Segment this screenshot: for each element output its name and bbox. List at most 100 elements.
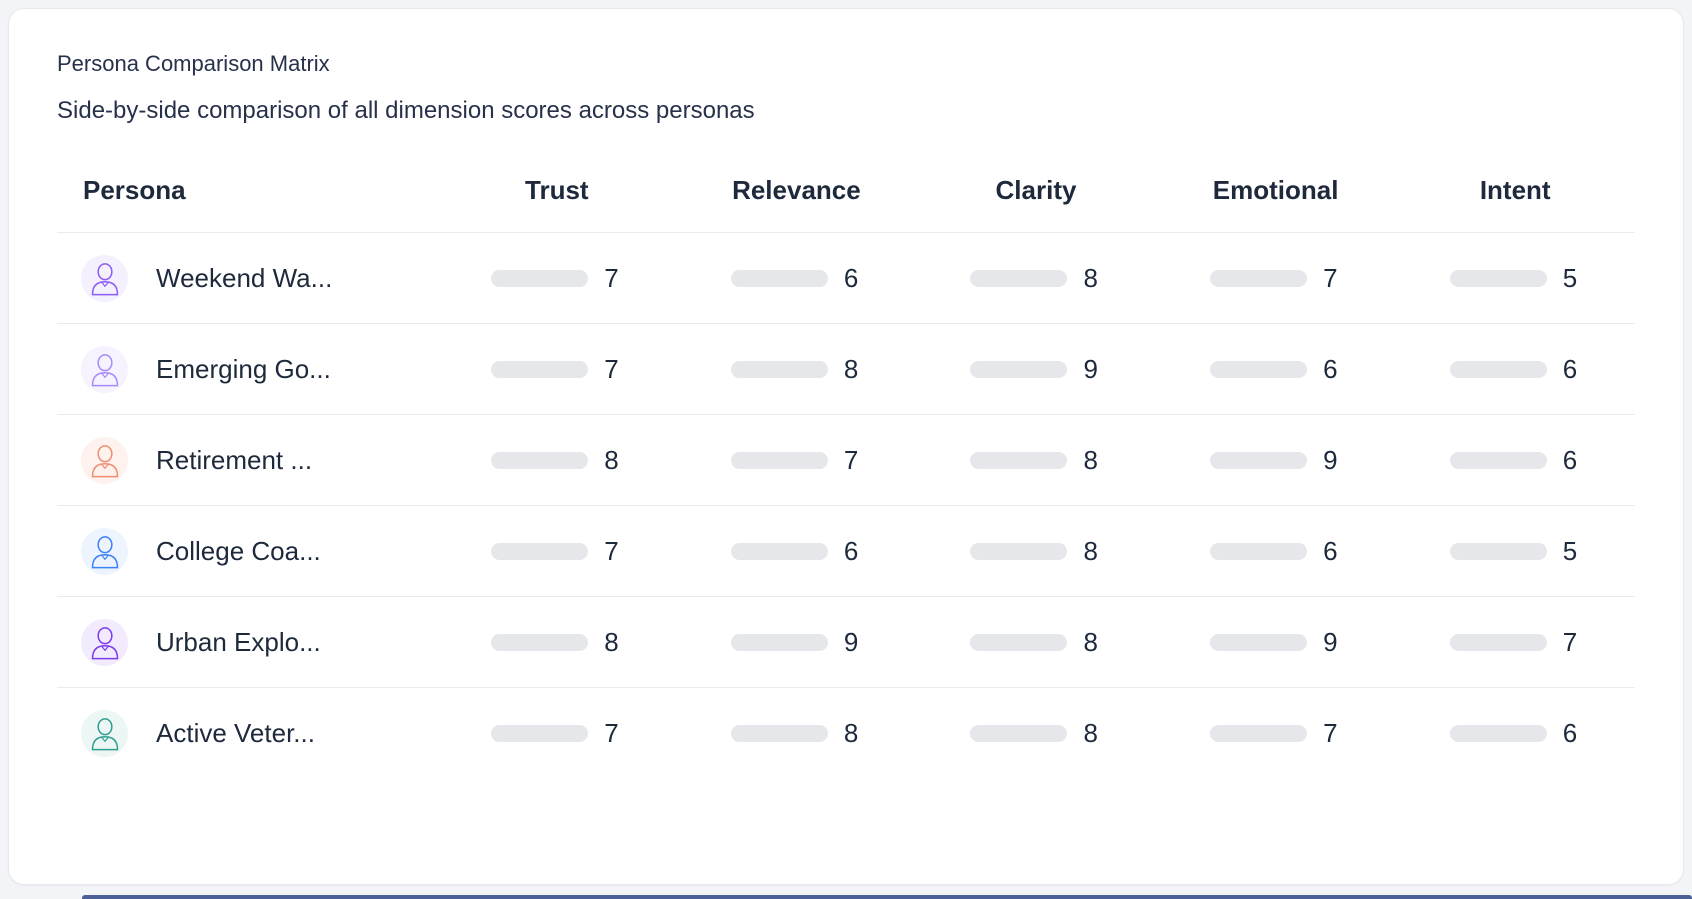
score-cell: 8 (916, 718, 1156, 749)
woman-portrait-purple-icon (91, 627, 118, 660)
score-value: 7 (1323, 262, 1338, 293)
score-bar-track (730, 542, 828, 560)
score-bar-track (1449, 360, 1547, 378)
score-value: 6 (843, 262, 859, 293)
score-cell: 6 (1395, 445, 1635, 476)
score-cell: 6 (677, 263, 917, 294)
next-section-top-edge (82, 895, 1692, 899)
score-value: 6 (1323, 353, 1338, 384)
persona-cell: Weekend Wa... (57, 254, 437, 302)
score-cell: 7 (1156, 718, 1396, 749)
persona-avatar (81, 254, 128, 302)
score-cell: 7 (677, 445, 917, 476)
persona-name: Weekend Wa... (156, 262, 333, 293)
table-row: Urban Explo... 8 9 8 9 7 (57, 597, 1635, 688)
score-value: 6 (1562, 717, 1578, 748)
score-bar-track (1210, 633, 1308, 651)
score-cell: 9 (916, 354, 1156, 385)
score-cell: 7 (437, 263, 677, 294)
score-bar-track (970, 269, 1068, 287)
persona-avatar (81, 527, 128, 575)
score-cell: 6 (1156, 536, 1396, 567)
score-cell: 9 (1156, 445, 1396, 476)
score-value: 7 (1323, 717, 1338, 748)
page-subtitle: Side-by-side comparison of all dimension… (57, 97, 755, 124)
score-bar-track (1449, 633, 1547, 651)
score-value: 6 (1323, 535, 1338, 566)
column-header-relevance: Relevance (732, 175, 861, 205)
persona-avatar (81, 618, 128, 666)
table-header-row: Persona Trust Relevance Clarity Emotiona… (57, 175, 1635, 233)
persona-name: Retirement ... (156, 444, 313, 475)
persona-comparison-card: Persona Comparison Matrix Side-by-side c… (8, 8, 1684, 885)
table-row: College Coa... 7 6 8 6 5 (57, 506, 1635, 597)
score-bar-track (1449, 269, 1547, 287)
score-bar-track (730, 360, 828, 378)
score-cell: 8 (916, 627, 1156, 658)
score-cell: 7 (437, 536, 677, 567)
score-value: 8 (1083, 717, 1098, 748)
column-header-trust: Trust (525, 175, 589, 205)
score-bar-track (730, 633, 828, 651)
persona-cell: Emerging Go... (57, 345, 437, 393)
score-bar-track (1210, 451, 1308, 469)
score-value: 8 (1083, 262, 1098, 293)
score-value: 7 (604, 262, 619, 293)
score-value: 7 (843, 444, 859, 475)
persona-name: Active Veter... (156, 717, 315, 748)
score-bar-track (970, 724, 1068, 742)
man-portrait-blue-icon (91, 536, 118, 569)
score-cell: 5 (1395, 536, 1635, 567)
score-bar-track (970, 542, 1068, 560)
score-value: 9 (1083, 353, 1098, 384)
score-cell: 7 (437, 354, 677, 385)
score-bar-track (1210, 724, 1308, 742)
column-header-emotional: Emotional (1212, 175, 1339, 205)
score-bar-track (1449, 451, 1547, 469)
score-value: 8 (604, 626, 619, 657)
score-bar-track (491, 633, 589, 651)
persona-avatar (81, 345, 128, 393)
score-cell: 6 (1156, 354, 1396, 385)
score-value: 8 (604, 444, 619, 475)
score-cell: 8 (677, 354, 917, 385)
score-value: 8 (1083, 535, 1098, 566)
score-value: 5 (1562, 262, 1578, 293)
score-value: 6 (1562, 444, 1578, 475)
table-row: Emerging Go... 7 8 9 6 6 (57, 324, 1635, 415)
score-bar-track (730, 724, 828, 742)
score-bar-track (970, 451, 1068, 469)
score-bar-track (1210, 542, 1308, 560)
persona-cell: Active Veter... (57, 709, 437, 757)
score-bar-track (970, 360, 1068, 378)
persona-name: Emerging Go... (156, 353, 331, 384)
score-cell: 6 (1395, 354, 1635, 385)
score-value: 8 (1083, 444, 1098, 475)
score-bar-track (491, 542, 589, 560)
persona-name: Urban Explo... (156, 626, 321, 657)
score-cell: 8 (437, 445, 677, 476)
score-value: 9 (1323, 626, 1338, 657)
score-cell: 6 (677, 536, 917, 567)
persona-avatar (81, 436, 128, 484)
score-value: 8 (1083, 626, 1098, 657)
score-bar-track (491, 451, 589, 469)
column-header-persona: Persona (83, 175, 186, 205)
table-row: Retirement ... 8 7 8 9 6 (57, 415, 1635, 506)
score-value: 7 (604, 353, 619, 384)
man-portrait-violet-icon (91, 263, 118, 296)
score-value: 9 (843, 626, 859, 657)
score-cell: 8 (916, 536, 1156, 567)
score-cell: 8 (916, 263, 1156, 294)
score-cell: 5 (1395, 263, 1635, 294)
persona-avatar (81, 709, 128, 757)
page-title: Persona Comparison Matrix (57, 51, 330, 76)
woman-portrait-lavender-icon (91, 354, 118, 387)
score-value: 8 (843, 717, 859, 748)
score-bar-track (491, 724, 589, 742)
score-value: 6 (1562, 353, 1578, 384)
score-value: 7 (604, 535, 619, 566)
score-value: 8 (843, 353, 859, 384)
table-row: Weekend Wa... 7 6 8 7 5 (57, 233, 1635, 324)
score-cell: 8 (677, 718, 917, 749)
